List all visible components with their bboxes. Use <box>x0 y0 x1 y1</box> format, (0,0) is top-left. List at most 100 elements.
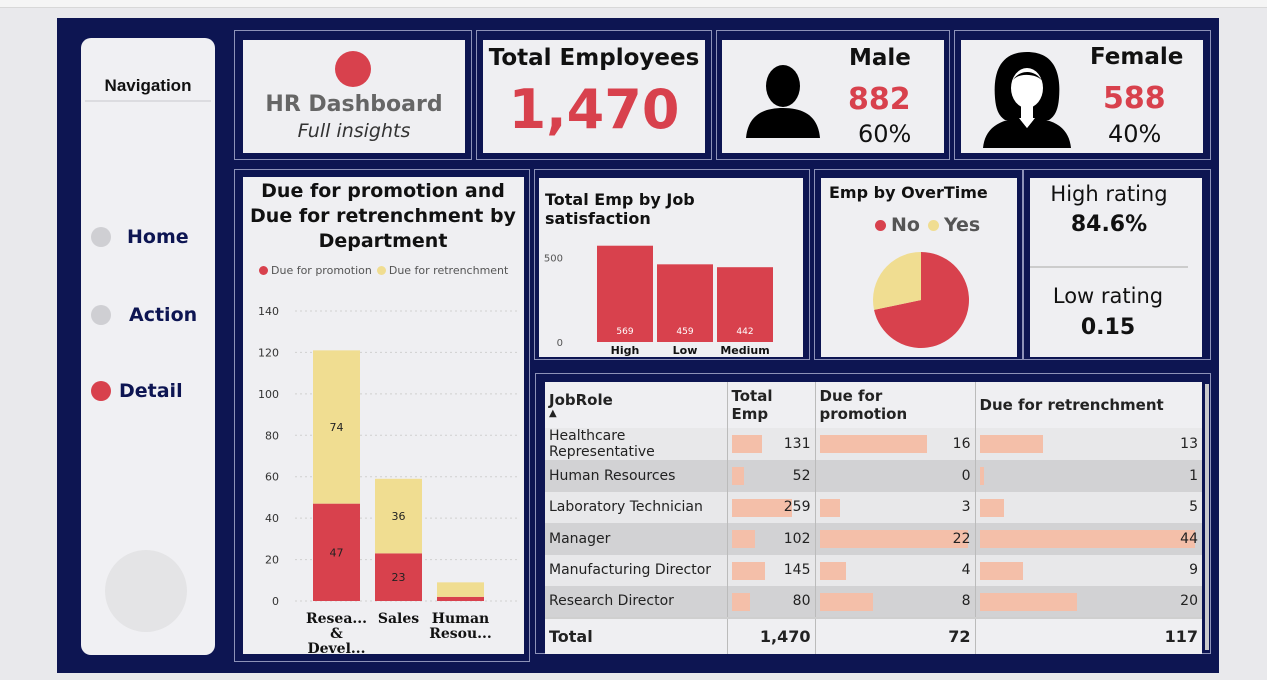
female-frame <box>954 30 1211 160</box>
dept-chart-card: Due for promotion and Due for retrenchme… <box>243 177 524 654</box>
retr-data-bar <box>979 561 1024 580</box>
x-tick-label: & <box>330 626 343 642</box>
nav-home-label: Home <box>127 226 189 248</box>
total-value: 102 <box>783 530 811 547</box>
total-data-bar <box>731 593 751 611</box>
table-scrollbar[interactable] <box>1205 384 1209 650</box>
promo-data-bar <box>819 561 847 580</box>
bar-segment <box>437 582 484 597</box>
table-frame <box>535 373 1211 654</box>
total-value: 52 <box>792 467 811 484</box>
retr-cell: 13 <box>974 428 1202 460</box>
legend-yes-label: Yes <box>943 214 981 236</box>
header-jobrole[interactable]: JobRole ▲ <box>545 382 727 428</box>
legend-promotion-dot-icon <box>259 266 268 275</box>
promo-value: 22 <box>952 530 971 547</box>
total-data-bar <box>731 530 756 548</box>
nav-item-home[interactable]: Home <box>91 226 189 248</box>
female-percent: 40% <box>1108 120 1162 148</box>
nav-home-dot-icon <box>91 227 111 247</box>
nav-action-label: Action <box>129 304 198 326</box>
high-rating-label: High rating <box>1050 182 1168 206</box>
table-row[interactable]: Research Director 80 8 20 <box>545 586 1202 618</box>
total-value: 80 <box>792 593 811 610</box>
female-card: Female 588 40% <box>961 40 1203 153</box>
total-cell: 102 <box>726 523 815 555</box>
promo-value: 0 <box>961 467 971 484</box>
x-tick-label: Medium <box>720 344 769 357</box>
legend-retrenchment-dot-icon <box>376 266 386 275</box>
promo-data-bar <box>819 498 840 517</box>
header-total-emp[interactable]: Total Emp <box>726 382 815 428</box>
y-tick-label: 120 <box>258 346 279 359</box>
promo-cell: 3 <box>814 491 975 523</box>
table-row[interactable]: Manufacturing Director 145 4 9 <box>545 554 1202 586</box>
nav-detail-label: Detail <box>119 380 183 402</box>
dept-chart-title: Due for promotion and Due for retrenchme… <box>250 180 516 252</box>
nav-detail-dot-icon <box>91 381 111 401</box>
bar <box>717 267 773 342</box>
header-jobrole-label: JobRole <box>549 391 613 409</box>
female-value: 588 <box>1103 81 1166 116</box>
low-rating-value: 0.15 <box>1080 315 1136 340</box>
total-data-bar <box>731 561 766 580</box>
table-row[interactable]: Healthcare Representative 131 16 13 <box>545 428 1202 460</box>
jobrole-table: JobRole ▲ Total Emp Due for promotion Du… <box>545 382 1202 654</box>
jobrole-cell: Research Director <box>545 586 727 618</box>
male-value: 882 <box>848 82 911 117</box>
bar <box>597 245 653 342</box>
total-promotion-sum: 72 <box>814 616 975 654</box>
total-data-bar <box>731 467 744 485</box>
header-frame <box>234 30 472 160</box>
bar-segment <box>437 596 484 601</box>
sort-up-icon: ▲ <box>549 408 557 419</box>
nav-action-dot-icon <box>91 305 111 325</box>
total-cell: 52 <box>726 460 815 492</box>
table-row[interactable]: Human Resources 52 0 1 <box>545 460 1202 492</box>
header-due-promotion[interactable]: Due for promotion <box>814 382 975 428</box>
y-tick-label: 140 <box>258 305 279 318</box>
retr-data-bar <box>979 530 1195 548</box>
promo-data-bar <box>819 435 928 453</box>
male-label: Male <box>849 45 911 71</box>
x-tick-label: Human <box>432 611 489 627</box>
overtime-legend: No Yes <box>875 214 980 236</box>
y-tick-label: 20 <box>265 554 279 567</box>
table-row[interactable]: Manager 102 22 44 <box>545 523 1202 555</box>
promo-value: 16 <box>952 436 971 452</box>
jobsat-chart-title: Total Emp by Job satisfaction <box>545 190 695 228</box>
retr-value: 13 <box>1180 436 1198 452</box>
nav-item-detail[interactable]: Detail <box>91 380 183 402</box>
rating-card: High rating 84.6% Low rating 0.15 <box>1030 178 1202 357</box>
table-header-row: JobRole ▲ Total Emp Due for promotion Du… <box>545 382 1202 428</box>
jobrole-cell: Manufacturing Director <box>545 554 727 586</box>
high-rating-value: 84.6% <box>1070 212 1148 237</box>
legend-retrenchment-label: Due for retrenchment <box>388 264 509 277</box>
table-row[interactable]: Laboratory Technician 259 3 5 <box>545 491 1202 523</box>
nav-circle-button[interactable] <box>105 550 187 632</box>
total-data-bar <box>731 498 792 517</box>
x-tick-label: Devel... <box>307 641 365 654</box>
overtime-card: Emp by OverTime No Yes <box>821 178 1017 357</box>
promo-cell: 0 <box>814 460 975 492</box>
bar <box>657 264 713 342</box>
legend-no-label: No <box>891 214 920 236</box>
retr-cell: 1 <box>974 460 1202 492</box>
total-retrenchment-sum: 117 <box>974 616 1202 654</box>
pie-slice-yes <box>873 252 921 310</box>
total-cell: 80 <box>726 586 815 618</box>
bar-segment <box>313 503 360 601</box>
male-percent: 60% <box>858 120 912 148</box>
male-user-icon <box>746 65 820 138</box>
navigation-panel: Navigation Home Action Detail <box>81 38 215 655</box>
retr-value: 1 <box>1189 467 1198 484</box>
retr-data-bar <box>979 467 985 485</box>
total-employees-label: Total Employees <box>488 45 700 71</box>
promo-cell: 22 <box>814 523 975 555</box>
promo-value: 4 <box>961 562 971 579</box>
legend-no-dot-icon <box>875 219 886 231</box>
header-due-retrenchment[interactable]: Due for retrenchment <box>974 382 1202 428</box>
nav-item-action[interactable]: Action <box>91 304 197 326</box>
x-tick-label: High <box>611 344 640 357</box>
logo-dot-icon <box>335 51 371 87</box>
